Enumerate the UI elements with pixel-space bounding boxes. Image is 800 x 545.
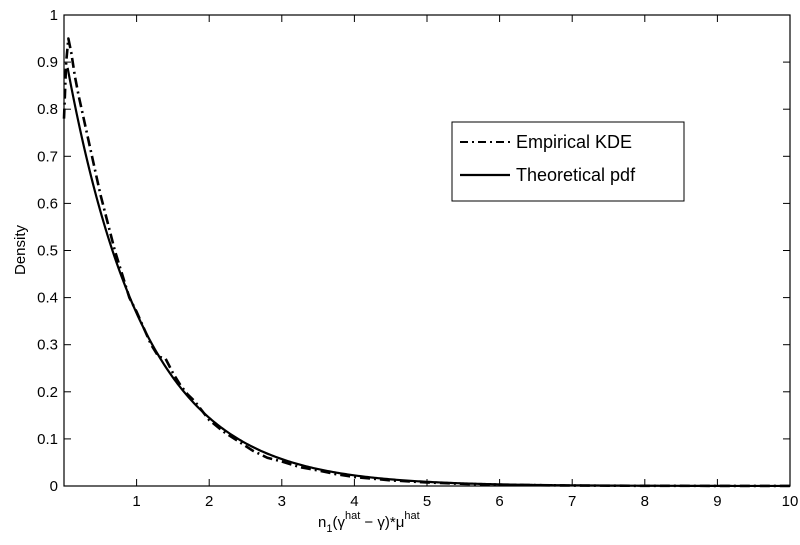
y-tick-label: 0.4 [37,290,58,307]
x-label-middle: − γ)*μ [360,514,404,531]
y-tick-label: 0.6 [37,195,58,212]
y-tick-label: 0.1 [37,431,58,448]
plot-frame [63,14,791,487]
y-tick-label: 0.5 [37,243,58,260]
x-tick-label: 4 [350,493,358,510]
y-tick-label: 0.7 [37,148,58,165]
y-tick-label: 0 [50,478,58,495]
y-axis-label: Density [12,224,29,275]
x-axis-label: n1(γhat − γ)*μhat [318,510,420,535]
y-tick-label: 0.9 [37,54,58,71]
y-tick-label: 0.8 [37,101,58,118]
x-tick-label: 7 [568,493,576,510]
plot-area [64,15,790,486]
x-label-open: (γ [332,514,345,531]
x-tick-label: 10 [782,493,799,510]
legend: Empirical KDE Theoretical pdf [451,121,685,202]
x-tick-label: 3 [278,493,286,510]
x-tick-label: 8 [641,493,649,510]
y-tick-label: 0.3 [37,337,58,354]
axis-ticks: 1 2 3 4 5 6 7 8 9 10 0 0.1 0.2 0.3 0.4 0.5 0.6 0.7 0.8 0.9 1 [37,7,798,510]
legend-box [451,121,685,202]
x-tick-label: 2 [205,493,213,510]
x-tick-label: 5 [423,493,431,510]
legend-label-theoretical-pdf: Theoretical pdf [516,165,636,185]
x-label-subscript: 1 [326,523,332,535]
x-tick-label: 6 [495,493,503,510]
x-tick-label: 1 [132,493,140,510]
x-label-superscript-1: hat [345,510,360,522]
legend-label-empirical-kde: Empirical KDE [516,132,632,152]
y-tick-label: 1 [50,7,58,24]
y-tick-label: 0.2 [37,384,58,401]
x-label-base: n [318,514,326,531]
x-tick-label: 9 [713,493,721,510]
x-label-superscript-2: hat [404,510,419,522]
